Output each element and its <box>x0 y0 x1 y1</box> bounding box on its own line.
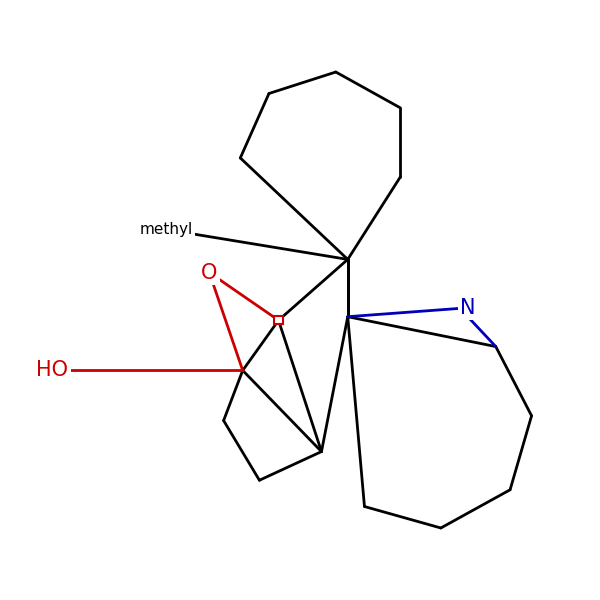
Text: HO: HO <box>37 361 68 380</box>
Text: O: O <box>201 263 217 283</box>
Text: methyl: methyl <box>140 222 193 237</box>
Bar <box>274 316 283 325</box>
Text: N: N <box>460 298 475 319</box>
